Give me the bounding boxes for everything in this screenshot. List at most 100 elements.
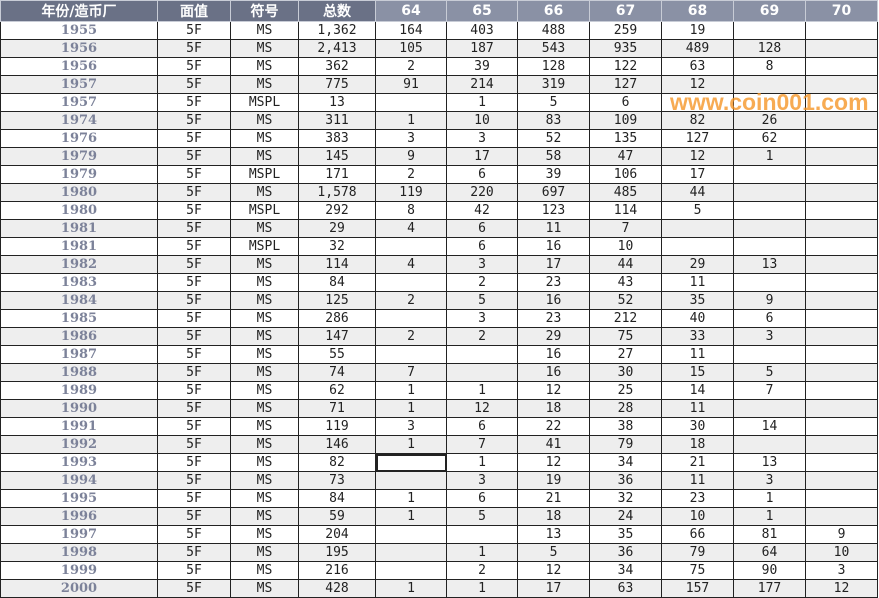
- cell-c67[interactable]: 485: [589, 183, 662, 202]
- cell-year[interactable]: 1993: [0, 453, 158, 472]
- cell-year[interactable]: 1999: [0, 561, 158, 580]
- cell-c69[interactable]: 13: [733, 255, 806, 274]
- cell-c66[interactable]: 5: [517, 543, 590, 562]
- cell-c70[interactable]: 12: [805, 579, 878, 598]
- cell-c69[interactable]: 1: [733, 489, 806, 508]
- cell-c65[interactable]: 214: [446, 75, 518, 94]
- cell-c66[interactable]: 12: [517, 453, 590, 472]
- cell-c68[interactable]: 18: [661, 435, 734, 454]
- cell-c65[interactable]: [446, 345, 518, 364]
- cell-c70[interactable]: [805, 75, 878, 94]
- cell-c67[interactable]: 10: [589, 237, 662, 256]
- cell-denomination[interactable]: 5F: [157, 561, 231, 580]
- cell-c67[interactable]: 52: [589, 291, 662, 310]
- cell-total[interactable]: 119: [298, 417, 376, 436]
- cell-c68[interactable]: 11: [661, 273, 734, 292]
- cell-c65[interactable]: 2: [446, 561, 518, 580]
- cell-total[interactable]: 59: [298, 507, 376, 526]
- cell-total[interactable]: 1,362: [298, 21, 376, 40]
- cell-c68[interactable]: 12: [661, 75, 734, 94]
- column-header-c68[interactable]: 68: [661, 0, 734, 22]
- cell-c65[interactable]: 6: [446, 237, 518, 256]
- column-header-c65[interactable]: 65: [446, 0, 518, 22]
- cell-total[interactable]: 84: [298, 273, 376, 292]
- cell-denomination[interactable]: 5F: [157, 435, 231, 454]
- cell-c66[interactable]: 13: [517, 525, 590, 544]
- cell-c66[interactable]: 5: [517, 93, 590, 112]
- cell-c70[interactable]: [805, 381, 878, 400]
- cell-c68[interactable]: 21: [661, 453, 734, 472]
- cell-total[interactable]: 204: [298, 525, 376, 544]
- cell-c68[interactable]: 66: [661, 525, 734, 544]
- cell-c65[interactable]: 3: [446, 309, 518, 328]
- cell-year[interactable]: 1990: [0, 399, 158, 418]
- cell-c64[interactable]: 7: [375, 363, 447, 382]
- cell-symbol[interactable]: MS: [230, 363, 299, 382]
- cell-denomination[interactable]: 5F: [157, 57, 231, 76]
- cell-c70[interactable]: [805, 39, 878, 58]
- cell-total[interactable]: 2,413: [298, 39, 376, 58]
- cell-c67[interactable]: 135: [589, 129, 662, 148]
- cell-c64[interactable]: 3: [375, 129, 447, 148]
- cell-c70[interactable]: [805, 489, 878, 508]
- cell-symbol[interactable]: MS: [230, 525, 299, 544]
- cell-c66[interactable]: 12: [517, 561, 590, 580]
- cell-c66[interactable]: 319: [517, 75, 590, 94]
- cell-c65[interactable]: 3: [446, 471, 518, 490]
- cell-c70[interactable]: [805, 21, 878, 40]
- cell-denomination[interactable]: 5F: [157, 507, 231, 526]
- cell-total[interactable]: 73: [298, 471, 376, 490]
- cell-c69[interactable]: 81: [733, 525, 806, 544]
- cell-c68[interactable]: 35: [661, 291, 734, 310]
- cell-c67[interactable]: 43: [589, 273, 662, 292]
- cell-c69[interactable]: 90: [733, 561, 806, 580]
- cell-c64[interactable]: 91: [375, 75, 447, 94]
- cell-c68[interactable]: [661, 219, 734, 238]
- cell-total[interactable]: 55: [298, 345, 376, 364]
- cell-year[interactable]: 1998: [0, 543, 158, 562]
- cell-c67[interactable]: 24: [589, 507, 662, 526]
- cell-c65[interactable]: 2: [446, 327, 518, 346]
- cell-c69[interactable]: 6: [733, 309, 806, 328]
- cell-c68[interactable]: 44: [661, 183, 734, 202]
- cell-denomination[interactable]: 5F: [157, 219, 231, 238]
- cell-symbol[interactable]: MS: [230, 21, 299, 40]
- cell-c64[interactable]: [375, 93, 447, 112]
- cell-c69[interactable]: [733, 237, 806, 256]
- cell-denomination[interactable]: 5F: [157, 345, 231, 364]
- cell-c68[interactable]: 33: [661, 327, 734, 346]
- cell-c70[interactable]: [805, 129, 878, 148]
- column-header-c64[interactable]: 64: [375, 0, 447, 22]
- cell-denomination[interactable]: 5F: [157, 129, 231, 148]
- cell-c64[interactable]: 1: [375, 435, 447, 454]
- cell-c67[interactable]: 25: [589, 381, 662, 400]
- cell-c67[interactable]: 75: [589, 327, 662, 346]
- cell-total[interactable]: 84: [298, 489, 376, 508]
- cell-year[interactable]: 1979: [0, 165, 158, 184]
- column-header-denomination[interactable]: 面值: [157, 0, 231, 22]
- cell-c69[interactable]: 8: [733, 57, 806, 76]
- cell-c68[interactable]: 11: [661, 399, 734, 418]
- cell-total[interactable]: 145: [298, 147, 376, 166]
- cell-symbol[interactable]: MSPL: [230, 201, 299, 220]
- cell-c70[interactable]: [805, 453, 878, 472]
- cell-total[interactable]: 71: [298, 399, 376, 418]
- cell-c69[interactable]: [733, 219, 806, 238]
- cell-c69[interactable]: 7: [733, 381, 806, 400]
- cell-denomination[interactable]: 5F: [157, 21, 231, 40]
- cell-c65[interactable]: 10: [446, 111, 518, 130]
- cell-c66[interactable]: 39: [517, 165, 590, 184]
- cell-year[interactable]: 1956: [0, 39, 158, 58]
- cell-c66[interactable]: 488: [517, 21, 590, 40]
- cell-c69[interactable]: 177: [733, 579, 806, 598]
- cell-c69[interactable]: [733, 345, 806, 364]
- cell-c70[interactable]: [805, 345, 878, 364]
- cell-denomination[interactable]: 5F: [157, 255, 231, 274]
- cell-symbol[interactable]: MSPL: [230, 165, 299, 184]
- cell-total[interactable]: 362: [298, 57, 376, 76]
- cell-year[interactable]: 1987: [0, 345, 158, 364]
- cell-c69[interactable]: 26: [733, 111, 806, 130]
- cell-c68[interactable]: 14: [661, 381, 734, 400]
- cell-denomination[interactable]: 5F: [157, 93, 231, 112]
- cell-denomination[interactable]: 5F: [157, 399, 231, 418]
